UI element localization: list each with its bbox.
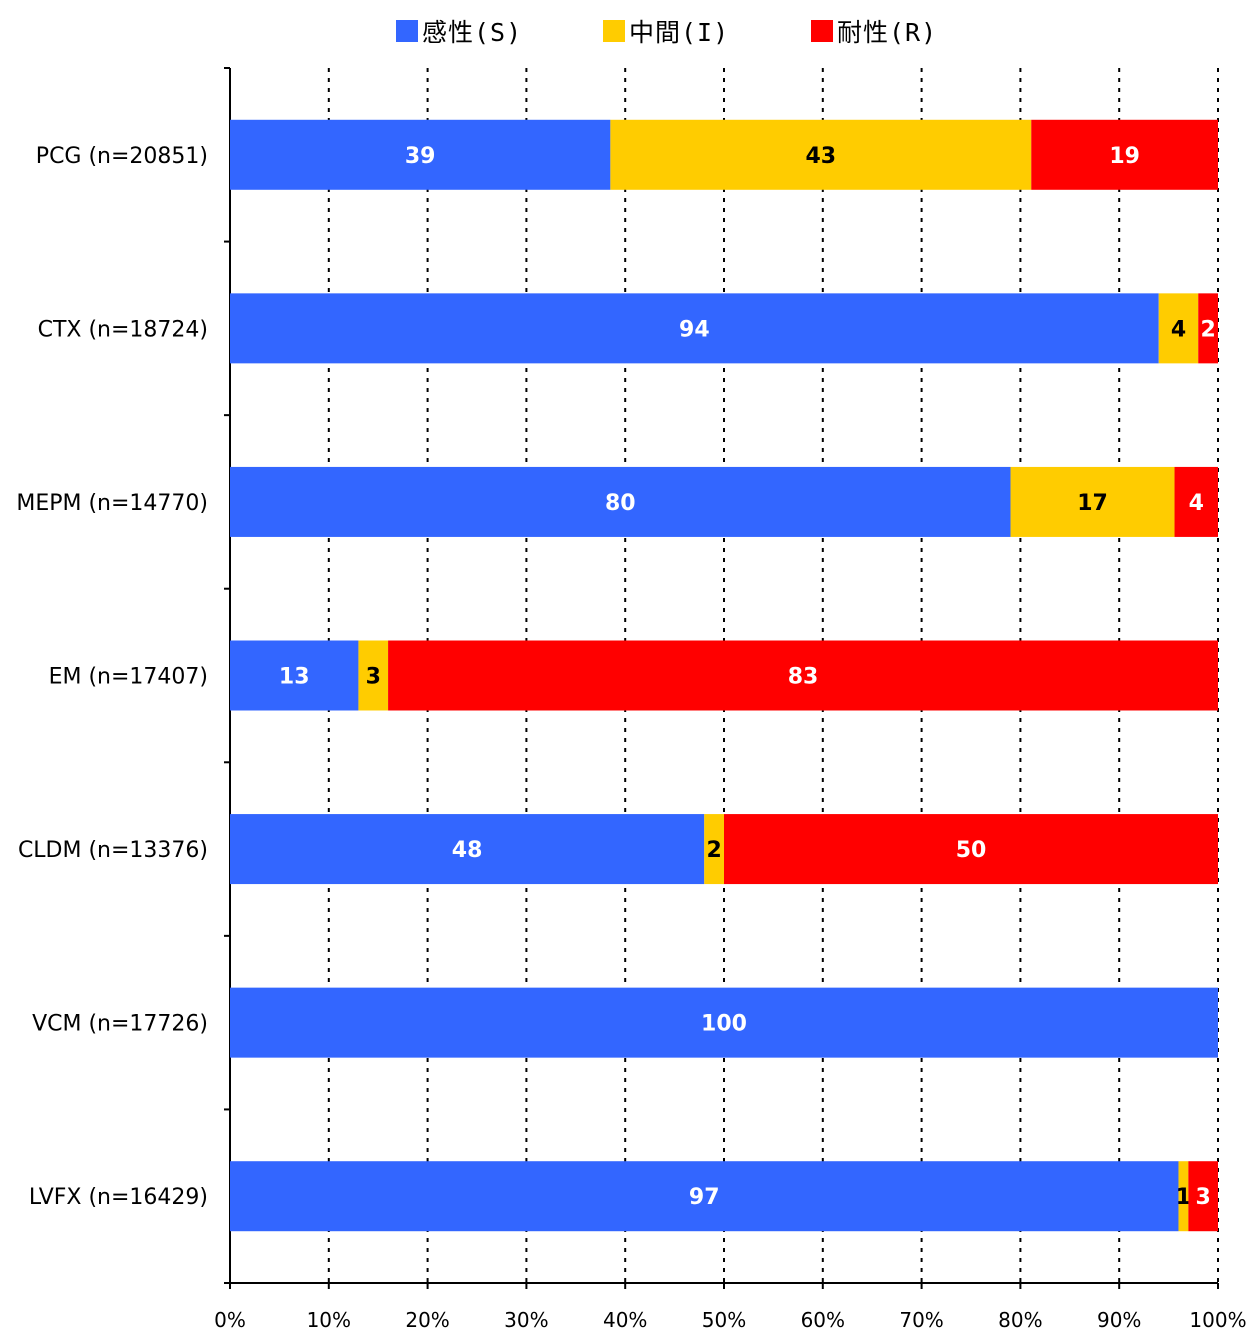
bar-segment [388,640,1219,711]
data-label: 83 [788,665,819,690]
data-label: 39 [405,144,436,169]
category-label: VCM (n=17726) [32,1012,208,1037]
x-tick-label: 10% [307,1308,351,1332]
data-label: 1 [1176,1185,1191,1210]
bar-segment [610,119,1032,190]
x-tick-label: 90% [1097,1308,1141,1332]
legend-label-resistant: 耐性(R) [837,18,938,47]
legend-item-resistant: 耐性(R) [811,12,937,50]
bar-segment [1188,1161,1218,1232]
bar-segment [1158,293,1199,364]
legend-swatch-susceptible [396,20,418,42]
x-tick-label: 60% [801,1308,845,1332]
data-label: 17 [1077,491,1108,516]
data-label: 50 [956,838,987,863]
bar-segment [230,640,359,711]
bar-segment [1178,1161,1189,1232]
x-tick-label: 40% [603,1308,647,1332]
category-label: LVFX (n=16429) [29,1185,208,1210]
data-label: 80 [605,491,636,516]
category-label: EM (n=17407) [49,665,208,690]
data-label: 43 [806,144,837,169]
legend: 感性(S) 中間(I) 耐性(R) [0,12,1248,50]
bar-segment [230,466,1011,537]
bar-segment [1031,119,1218,190]
data-label: 94 [679,317,710,342]
data-label: 19 [1109,144,1140,169]
category-label: PCG (n=20851) [36,144,208,169]
category-label: CTX (n=18724) [38,317,208,342]
legend-item-susceptible: 感性(S) [396,12,522,50]
data-label: 2 [1200,317,1215,342]
x-tick-label: 70% [899,1308,943,1332]
bar-segment [1010,466,1175,537]
bar-segment [230,814,705,885]
x-tick-label: 50% [702,1308,746,1332]
bar-segment [1174,466,1218,537]
data-label: 4 [1171,317,1186,342]
x-tick-label: 0% [214,1308,246,1332]
bar-segment [704,814,724,885]
data-label: 4 [1189,491,1204,516]
data-label: 3 [1196,1185,1211,1210]
data-label: 97 [689,1185,720,1210]
data-label: 48 [452,838,483,863]
legend-label-intermediate: 中間(I) [629,18,730,47]
data-label: 13 [279,665,310,690]
bar-segment [230,1161,1179,1232]
bar-segment [724,814,1218,885]
bar-segment [230,987,1218,1058]
x-tick-label: 100% [1189,1308,1246,1332]
category-label: CLDM (n=13376) [18,838,208,863]
x-tick-label: 80% [998,1308,1042,1332]
bar-segment [1198,293,1218,364]
bar-segment [230,293,1159,364]
data-label: 100 [701,1012,747,1037]
x-tick-label: 30% [504,1308,548,1332]
data-label: 2 [706,838,721,863]
legend-label-susceptible: 感性(S) [422,18,523,47]
data-label: 3 [366,665,381,690]
legend-swatch-resistant [811,20,833,42]
x-tick-label: 20% [405,1308,449,1332]
legend-swatch-intermediate [603,20,625,42]
category-label: MEPM (n=14770) [16,491,208,516]
bar-segment [358,640,389,711]
legend-item-intermediate: 中間(I) [603,12,729,50]
bar-segment [230,119,611,190]
